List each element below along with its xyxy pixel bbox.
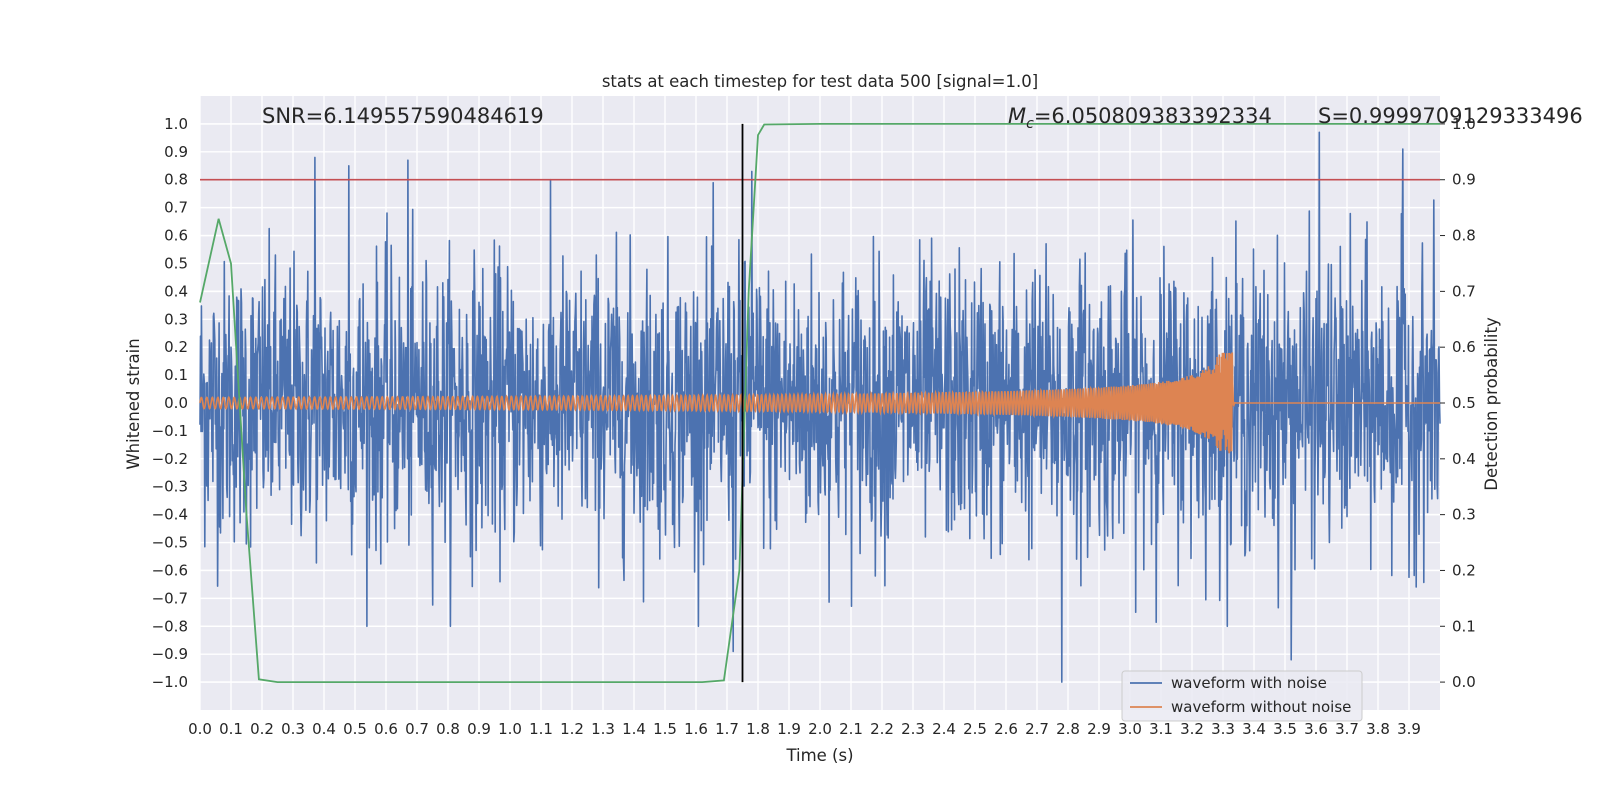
x-tick-label: 0.3 bbox=[281, 720, 305, 738]
y-tick-label: 0.2 bbox=[164, 338, 188, 356]
x-tick-label: 0.1 bbox=[219, 720, 243, 738]
legend-label-noise: waveform with noise bbox=[1171, 674, 1327, 692]
x-tick-label: 2.9 bbox=[1087, 720, 1111, 738]
series-waveform-with-noise bbox=[199, 131, 1441, 683]
x-tick-label: 2.1 bbox=[839, 720, 863, 738]
y-tick-label: −0.7 bbox=[152, 589, 188, 607]
x-tick-label: 3.4 bbox=[1242, 720, 1266, 738]
x-tick-label: 1.7 bbox=[715, 720, 739, 738]
y2-tick-label: 0.5 bbox=[1452, 394, 1476, 412]
y-tick-label: 0.6 bbox=[164, 227, 188, 245]
y2-tick-label: 0.9 bbox=[1452, 171, 1476, 189]
y-tick-label: −0.4 bbox=[152, 506, 188, 524]
y-tick-label: −0.6 bbox=[152, 561, 188, 579]
x-tick-label: 3.9 bbox=[1397, 720, 1421, 738]
x-tick-label: 0.7 bbox=[405, 720, 429, 738]
x-tick-label: 2.5 bbox=[963, 720, 987, 738]
x-axis-label: Time (s) bbox=[785, 746, 853, 765]
x-tick-label: 0.4 bbox=[312, 720, 336, 738]
x-tick-label: 3.5 bbox=[1273, 720, 1297, 738]
x-tick-label: 0.6 bbox=[374, 720, 398, 738]
x-tick-label: 1.5 bbox=[653, 720, 677, 738]
x-tick-label: 2.7 bbox=[1025, 720, 1049, 738]
y-tick-label: 0.9 bbox=[164, 143, 188, 161]
x-tick-label: 1.1 bbox=[529, 720, 553, 738]
y-tick-label: 0.4 bbox=[164, 282, 188, 300]
y-axis-label: Whitened strain bbox=[124, 338, 143, 469]
x-tick-label: 1.6 bbox=[684, 720, 708, 738]
y-tick-label: −0.5 bbox=[152, 534, 188, 552]
x-tick-label: 1.8 bbox=[746, 720, 770, 738]
x-tick-label: 3.0 bbox=[1118, 720, 1142, 738]
y-tick-label: 0.3 bbox=[164, 310, 188, 328]
series-layer bbox=[199, 131, 1441, 683]
series-detection-probability bbox=[199, 123, 1440, 683]
x-tick-label: 3.7 bbox=[1335, 720, 1359, 738]
x-tick-label: 3.3 bbox=[1211, 720, 1235, 738]
y-tick-label: 0.7 bbox=[164, 199, 188, 217]
y2-tick-label: 0.0 bbox=[1452, 673, 1476, 691]
x-tick-label: 2.4 bbox=[932, 720, 956, 738]
x-tick-label: 1.0 bbox=[498, 720, 522, 738]
s-annotation: S=0.9999709129333496 bbox=[1318, 104, 1583, 128]
y2-tick-label: 0.1 bbox=[1452, 617, 1476, 635]
x-tick-label: 1.3 bbox=[591, 720, 615, 738]
y-tick-label: −0.9 bbox=[152, 645, 188, 663]
x-tick-label: 1.4 bbox=[622, 720, 646, 738]
x-tick-label: 2.6 bbox=[994, 720, 1018, 738]
y2-tick-label: 1.0 bbox=[1452, 115, 1476, 133]
x-tick-label: 3.8 bbox=[1366, 720, 1390, 738]
x-tick-label: 1.9 bbox=[777, 720, 801, 738]
y-tick-label: 0.0 bbox=[164, 394, 188, 412]
x-tick-label: 0.0 bbox=[188, 720, 212, 738]
x-tick-label: 2.2 bbox=[870, 720, 894, 738]
chirp-mass-annotation: Mc=6.050809383392334 bbox=[1008, 104, 1272, 132]
y2-axis-ticks: 1.0 0.9 0.8 0.7 0.6 0.5 0.4 0.3 0.2 0.1 0.0 bbox=[1440, 115, 1476, 691]
y-tick-label: −0.2 bbox=[152, 450, 188, 468]
y-tick-label: −0.1 bbox=[152, 422, 188, 440]
mc-subscript: c bbox=[1026, 116, 1034, 132]
x-tick-label: 3.1 bbox=[1149, 720, 1173, 738]
x-tick-label: 3.6 bbox=[1304, 720, 1328, 738]
y2-tick-label: 0.3 bbox=[1452, 506, 1476, 524]
y2-tick-label: 0.6 bbox=[1452, 338, 1476, 356]
y-tick-label: 0.5 bbox=[164, 254, 188, 272]
x-tick-label: 3.2 bbox=[1180, 720, 1204, 738]
x-tick-label: 0.9 bbox=[467, 720, 491, 738]
y2-axis-label: Detection probability bbox=[1482, 317, 1501, 491]
x-tick-label: 0.5 bbox=[343, 720, 367, 738]
y-tick-label: 1.0 bbox=[164, 115, 188, 133]
x-tick-label: 2.3 bbox=[901, 720, 925, 738]
markers bbox=[199, 123, 1440, 683]
y2-tick-label: 0.8 bbox=[1452, 227, 1476, 245]
x-axis-ticks: 0.0 0.1 0.2 0.3 0.4 0.5 0.6 0.7 0.8 0.9 1.0 1.1 1.2 1… bbox=[188, 720, 1421, 738]
snr-annotation: SNR=6.149557590484619 bbox=[262, 104, 544, 128]
x-tick-label: 1.2 bbox=[560, 720, 584, 738]
y2-tick-label: 0.7 bbox=[1452, 282, 1476, 300]
y2-tick-label: 0.4 bbox=[1452, 450, 1476, 468]
chart-title: stats at each timestep for test data 500… bbox=[602, 72, 1038, 91]
y-tick-label: −1.0 bbox=[152, 673, 188, 691]
mc-value: =6.050809383392334 bbox=[1034, 104, 1272, 128]
y2-tick-label: 0.2 bbox=[1452, 561, 1476, 579]
y-tick-label: 0.1 bbox=[164, 366, 188, 384]
y-tick-label: −0.8 bbox=[152, 617, 188, 635]
y-tick-label: 0.8 bbox=[164, 171, 188, 189]
legend-box bbox=[1121, 670, 1363, 722]
legend: waveform with noise waveform without noi… bbox=[1121, 670, 1363, 722]
x-tick-label: 0.8 bbox=[436, 720, 460, 738]
mc-symbol: M bbox=[1008, 104, 1026, 128]
y-axis-ticks: 1.0 0.9 0.8 0.7 0.6 0.5 0.4 0.3 0.2 0.1 0.0 −0.1 −0.… bbox=[152, 115, 188, 691]
x-tick-label: 0.2 bbox=[250, 720, 274, 738]
y-tick-label: −0.3 bbox=[152, 478, 188, 496]
legend-label-clean: waveform without noise bbox=[1171, 698, 1351, 716]
x-tick-label: 2.0 bbox=[808, 720, 832, 738]
series-waveform-without-noise bbox=[199, 352, 1440, 454]
x-tick-label: 2.8 bbox=[1056, 720, 1080, 738]
